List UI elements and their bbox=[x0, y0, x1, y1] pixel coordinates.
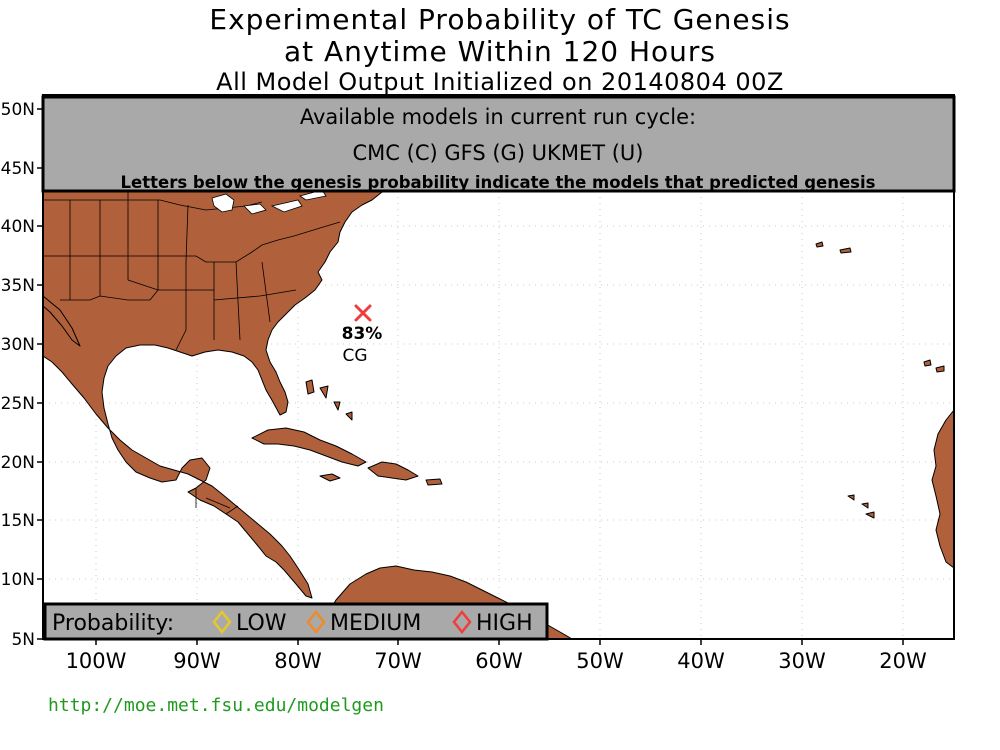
lon-label: 30W bbox=[778, 649, 826, 673]
models-heading: Available models in current run cycle: bbox=[300, 105, 696, 129]
models-list: CMC (C) GFS (G) UKMET (U) bbox=[353, 141, 644, 165]
lat-label: 45N bbox=[1, 159, 35, 179]
lat-label: 15N bbox=[1, 511, 35, 531]
genesis-x-icon bbox=[354, 304, 372, 322]
lakes bbox=[211, 189, 327, 215]
legend-high-label: HIGH bbox=[476, 611, 533, 636]
medium-diamond-icon bbox=[306, 609, 326, 635]
lon-label: 20W bbox=[879, 649, 927, 673]
legend-prefix: Probability: bbox=[52, 611, 174, 636]
hispaniola-landmass bbox=[367, 461, 419, 481]
title-line-3: All Model Output Initialized on 20140804… bbox=[216, 68, 784, 96]
africa-landmass bbox=[931, 409, 954, 569]
lat-label: 5N bbox=[11, 630, 35, 650]
models-note: Letters below the genesis probability in… bbox=[121, 173, 876, 192]
genesis-probability: 83% bbox=[342, 324, 383, 344]
lat-label: 30N bbox=[1, 335, 35, 355]
lon-label: 60W bbox=[475, 649, 523, 673]
low-diamond-icon bbox=[212, 609, 232, 635]
lat-label: 35N bbox=[1, 276, 35, 296]
lon-label: 40W bbox=[677, 649, 725, 673]
lon-label: 50W bbox=[576, 649, 624, 673]
longitude-axis: 100W 90W 80W 70W 60W 50W 40W 30W 20W bbox=[66, 639, 927, 673]
baja-landmass bbox=[43, 295, 81, 347]
lat-label: 50N bbox=[1, 100, 35, 120]
jamaica-landmass bbox=[319, 473, 341, 482]
models-box: Available models in current run cycle: C… bbox=[41, 95, 956, 193]
cape-verde-landmass bbox=[847, 494, 875, 519]
genesis-models: CG bbox=[342, 346, 367, 366]
lat-label: 25N bbox=[1, 394, 35, 414]
legend-medium-label: MEDIUM bbox=[330, 611, 421, 636]
puerto-rico-landmass bbox=[425, 478, 443, 486]
lon-label: 100W bbox=[66, 649, 127, 673]
lon-label: 90W bbox=[173, 649, 221, 673]
lat-label: 10N bbox=[1, 570, 35, 590]
canary-islands-landmass bbox=[923, 359, 945, 373]
legend-low-label: LOW bbox=[236, 611, 287, 636]
genesis-point: 83% CG bbox=[342, 304, 383, 366]
north-america-landmass bbox=[43, 95, 411, 599]
lat-label: 20N bbox=[1, 453, 35, 473]
lon-label: 80W bbox=[274, 649, 322, 673]
cuba-landmass bbox=[251, 427, 367, 467]
lat-label: 40N bbox=[1, 217, 35, 237]
title-line-1: Experimental Probability of TC Genesis bbox=[209, 3, 791, 36]
bahamas-landmass bbox=[305, 379, 353, 421]
source-link[interactable]: http://moe.met.fsu.edu/modelgen bbox=[48, 695, 384, 716]
title-line-2: at Anytime Within 120 Hours bbox=[283, 35, 717, 68]
azores-landmass bbox=[815, 241, 852, 254]
lon-label: 70W bbox=[374, 649, 422, 673]
probability-legend: Probability: LOW MEDIUM HIGH bbox=[43, 602, 549, 641]
latitude-axis: 5N 10N 15N 20N 25N 30N 35N 40N 45N 50N bbox=[1, 100, 43, 650]
high-diamond-icon bbox=[452, 609, 472, 635]
